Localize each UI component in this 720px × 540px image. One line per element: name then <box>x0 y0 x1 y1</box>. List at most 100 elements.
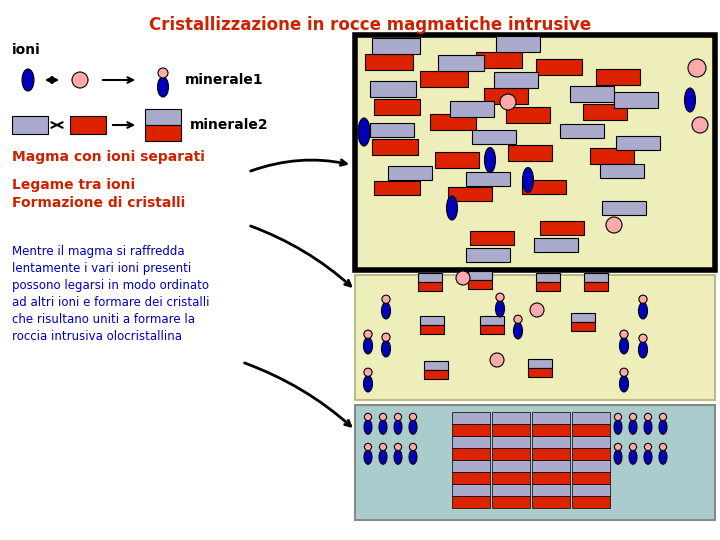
Ellipse shape <box>410 413 417 421</box>
Ellipse shape <box>364 413 372 421</box>
Bar <box>452 484 490 496</box>
Bar <box>572 436 610 448</box>
Bar <box>492 472 530 484</box>
Bar <box>365 54 413 70</box>
Bar <box>370 81 416 97</box>
Bar <box>466 248 510 262</box>
Bar <box>145 109 181 125</box>
Bar <box>480 316 504 325</box>
Bar <box>372 38 420 54</box>
Ellipse shape <box>382 341 390 357</box>
Ellipse shape <box>456 271 470 285</box>
Ellipse shape <box>513 322 523 339</box>
Bar <box>572 496 610 508</box>
Bar <box>435 152 479 168</box>
Ellipse shape <box>639 295 647 303</box>
Ellipse shape <box>22 69 34 91</box>
Ellipse shape <box>395 443 402 450</box>
Bar <box>492 448 530 460</box>
Bar <box>448 187 492 201</box>
Ellipse shape <box>495 301 505 317</box>
Bar <box>506 107 550 123</box>
Bar <box>585 282 608 291</box>
Bar <box>572 484 610 496</box>
Ellipse shape <box>72 72 88 88</box>
Bar <box>616 136 660 150</box>
Ellipse shape <box>619 375 629 392</box>
Text: Formazione di cristalli: Formazione di cristalli <box>12 196 185 210</box>
Ellipse shape <box>394 420 402 434</box>
Ellipse shape <box>692 117 708 133</box>
Ellipse shape <box>446 196 457 220</box>
Ellipse shape <box>685 88 696 112</box>
Ellipse shape <box>409 450 417 464</box>
Ellipse shape <box>514 315 522 323</box>
Bar <box>355 405 715 520</box>
Ellipse shape <box>364 375 372 392</box>
Ellipse shape <box>500 94 516 110</box>
Ellipse shape <box>644 443 652 450</box>
Ellipse shape <box>382 302 390 319</box>
Bar <box>600 164 644 178</box>
Bar <box>532 448 570 460</box>
Ellipse shape <box>485 147 495 172</box>
Bar <box>572 472 610 484</box>
Text: Mentre il magma si raffredda
lentamente i vari ioni presenti
possono legarsi in : Mentre il magma si raffredda lentamente … <box>12 245 210 343</box>
Bar <box>570 86 614 102</box>
Bar <box>532 472 570 484</box>
Ellipse shape <box>382 333 390 341</box>
Bar <box>355 275 715 400</box>
Ellipse shape <box>379 420 387 434</box>
Bar <box>370 123 414 137</box>
Bar <box>532 424 570 436</box>
Ellipse shape <box>620 330 628 339</box>
Ellipse shape <box>364 443 372 450</box>
Ellipse shape <box>614 443 621 450</box>
Bar <box>424 370 448 379</box>
Bar <box>466 172 510 186</box>
Bar <box>572 460 610 472</box>
Bar <box>532 484 570 496</box>
Ellipse shape <box>639 302 647 319</box>
Bar <box>532 412 570 424</box>
Ellipse shape <box>660 413 667 421</box>
Bar <box>572 424 610 436</box>
Bar <box>420 316 444 325</box>
Ellipse shape <box>364 368 372 376</box>
Bar <box>418 282 441 291</box>
Text: Magma con ioni separati: Magma con ioni separati <box>12 150 205 164</box>
Ellipse shape <box>639 341 647 358</box>
Ellipse shape <box>364 450 372 464</box>
Ellipse shape <box>364 420 372 434</box>
Bar <box>492 436 530 448</box>
Bar <box>355 35 715 270</box>
Bar <box>492 484 530 496</box>
Bar <box>528 368 552 377</box>
Ellipse shape <box>379 450 387 464</box>
Bar <box>476 52 522 68</box>
Bar <box>452 436 490 448</box>
Ellipse shape <box>395 413 402 421</box>
Ellipse shape <box>530 303 544 317</box>
Ellipse shape <box>659 450 667 464</box>
Ellipse shape <box>379 443 387 450</box>
Bar <box>12 116 48 134</box>
Ellipse shape <box>364 338 372 354</box>
Bar <box>492 460 530 472</box>
Bar <box>492 496 530 508</box>
Ellipse shape <box>410 443 417 450</box>
Ellipse shape <box>644 413 652 421</box>
Text: minerale1: minerale1 <box>185 73 264 87</box>
Bar <box>470 231 514 245</box>
Ellipse shape <box>614 420 622 434</box>
Bar <box>424 361 448 370</box>
Ellipse shape <box>364 330 372 339</box>
Ellipse shape <box>644 450 652 464</box>
Bar <box>532 436 570 448</box>
Ellipse shape <box>614 413 621 421</box>
Bar <box>571 322 595 331</box>
Bar <box>468 271 492 280</box>
Bar <box>528 359 552 368</box>
Ellipse shape <box>629 443 636 450</box>
Ellipse shape <box>659 420 667 434</box>
